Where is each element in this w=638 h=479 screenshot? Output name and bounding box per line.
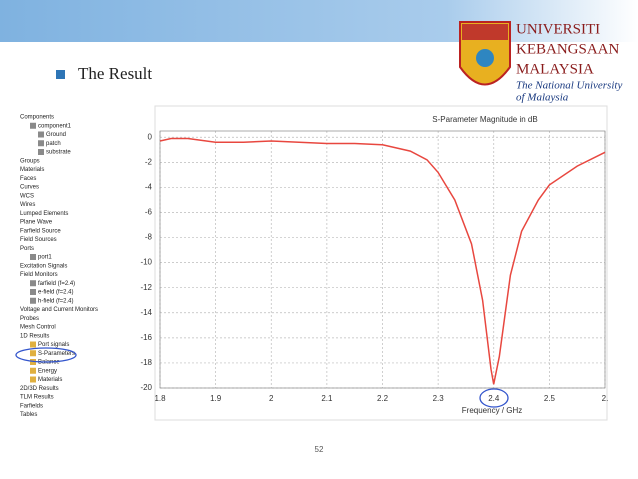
tree-item: port1 xyxy=(38,255,52,261)
tree-item: S-Parameters xyxy=(38,351,75,357)
bullet xyxy=(56,70,65,79)
tree-item: Ports xyxy=(20,246,34,252)
tree-icon xyxy=(30,367,36,374)
y-tick-label: -16 xyxy=(140,333,152,342)
tree-icon xyxy=(30,289,36,295)
tree-item: Plane Wave xyxy=(20,220,53,226)
tree-icon xyxy=(38,149,44,155)
tree-icon xyxy=(30,122,36,129)
y-tick-label: -8 xyxy=(145,233,153,242)
y-tick-label: -2 xyxy=(145,157,153,166)
x-tick-label: 2.1 xyxy=(321,394,333,403)
logo-text: MALAYSIA xyxy=(516,61,594,77)
x-tick-label: 2.2 xyxy=(377,394,389,403)
x-tick-label: 2.4 xyxy=(488,394,500,403)
tree-item: Lumped Elements xyxy=(20,211,68,217)
tree-item: TLM Results xyxy=(20,395,54,401)
tree-item: WCS xyxy=(20,193,34,199)
tree-icon xyxy=(30,297,36,304)
x-tick-label: 2.3 xyxy=(433,394,445,403)
tree-item: h-field (f=2.4) xyxy=(38,298,74,304)
tree-item: Tables xyxy=(20,412,37,418)
tree-item: 2D/3D Results xyxy=(20,386,59,392)
header-band xyxy=(0,0,638,42)
tree-icon xyxy=(30,359,36,365)
tree-icon xyxy=(30,350,36,357)
tree-icon xyxy=(38,131,44,138)
tree-icon xyxy=(38,140,44,147)
annotation-circle xyxy=(479,388,509,408)
crest-emblem xyxy=(476,49,494,67)
data-line xyxy=(159,137,606,385)
tree-item: Field Sources xyxy=(20,237,57,243)
x-tick-label: 2.5 xyxy=(544,394,556,403)
logo-text: KEBANGSAAN xyxy=(516,41,620,57)
tree-item: Materials xyxy=(38,377,62,383)
chart: S-Parameter Magnitude in dB Frequency / G… xyxy=(140,115,608,415)
logo-tagline: The National University xyxy=(516,80,622,92)
tree-item: component1 xyxy=(38,123,72,129)
x-tick-label: 2 xyxy=(269,394,274,403)
y-tick-label: -14 xyxy=(140,308,152,317)
heading: The Result xyxy=(78,64,152,83)
chart-panel xyxy=(154,105,608,421)
tree-icon xyxy=(30,341,36,348)
tree-icon xyxy=(30,254,36,260)
x-tick-label: 1.9 xyxy=(210,394,222,403)
logo-tagline: of Malaysia xyxy=(516,92,569,104)
x-axis-label: Frequency / GHz xyxy=(462,406,522,415)
tree-item: Probes xyxy=(20,316,39,322)
logo: UNIVERSITI KEBANGSAAN MALAYSIA The Natio… xyxy=(459,21,622,104)
tree-item: Curves xyxy=(20,185,39,191)
tree-icon xyxy=(30,376,36,383)
tree-item: Energy xyxy=(38,368,57,374)
tree-item: Groups xyxy=(20,158,40,164)
annotation-circle xyxy=(15,347,77,363)
tree-item: Faces xyxy=(20,176,36,182)
y-tick-label: -12 xyxy=(140,283,152,292)
tree-item: farfield (f=2.4) xyxy=(38,281,75,287)
tree-item: 1D Results xyxy=(20,333,49,339)
x-tick-label: 1.8 xyxy=(154,394,166,403)
plot-frame xyxy=(159,130,606,389)
tree-item: e-field (f=2.4) xyxy=(38,290,74,296)
tree-item: Wires xyxy=(20,202,35,208)
tree-item: substrate xyxy=(46,150,71,156)
y-tick-label: -20 xyxy=(140,383,152,392)
tree-icon xyxy=(30,280,36,287)
tree-item: Components xyxy=(20,115,54,121)
crest-band xyxy=(462,24,508,40)
tree-item: Excitation Signals xyxy=(20,263,67,269)
tree-item: Field Monitors xyxy=(20,272,58,278)
tree-item: Farfield Source xyxy=(20,228,61,234)
x-tick-label: 2. xyxy=(602,394,609,403)
tree-item: Materials xyxy=(20,167,44,173)
tree-panel: Components component1 Ground patch substrate… xyxy=(20,115,98,419)
y-tick-label: 0 xyxy=(148,132,153,141)
y-tick-label: -6 xyxy=(145,208,153,217)
y-tick-label: -10 xyxy=(140,258,152,267)
y-tick-label: -4 xyxy=(145,183,153,192)
page-number: 52 xyxy=(315,445,324,454)
logo-text: UNIVERSITI xyxy=(516,21,600,37)
tree-item: Ground xyxy=(46,132,66,138)
y-tick-label: -18 xyxy=(140,358,152,367)
tree-item: Farfields xyxy=(20,403,43,409)
chart-title: S-Parameter Magnitude in dB xyxy=(432,115,537,124)
tree-item: Mesh Control xyxy=(20,325,56,331)
tree-item: patch xyxy=(46,141,61,147)
tree-item: Port signals xyxy=(38,342,69,348)
tree-item: Voltage and Current Monitors xyxy=(20,307,98,313)
